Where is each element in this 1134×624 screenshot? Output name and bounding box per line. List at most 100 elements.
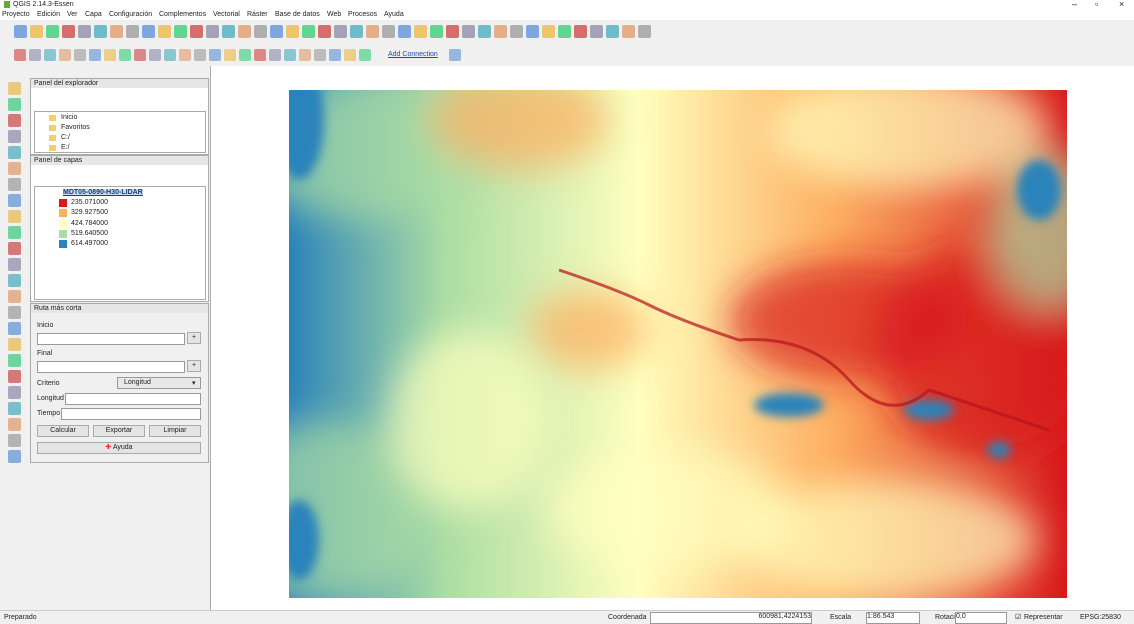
- tool-icon[interactable]: [209, 49, 221, 61]
- tool-icon[interactable]: [606, 25, 619, 38]
- tool-icon[interactable]: [8, 98, 21, 111]
- tool-icon[interactable]: [299, 49, 311, 61]
- button[interactable]: Limpiar: [149, 425, 201, 437]
- restore[interactable]: ▫: [1095, 0, 1099, 9]
- tool-icon[interactable]: [29, 49, 41, 61]
- tool-icon[interactable]: [224, 49, 236, 61]
- tool-icon[interactable]: [8, 194, 21, 207]
- tool-icon[interactable]: [8, 450, 21, 463]
- tool-icon[interactable]: [142, 25, 155, 38]
- tool-icon[interactable]: [126, 25, 139, 38]
- tool-icon[interactable]: [94, 25, 107, 38]
- tool-icon[interactable]: [8, 338, 21, 351]
- menu-item[interactable]: Complementos: [159, 11, 207, 18]
- tree-item[interactable]: Favoritos: [61, 124, 90, 131]
- scale[interactable]: 1:86.543: [866, 612, 920, 624]
- tool-icon[interactable]: [222, 25, 235, 38]
- tool-icon[interactable]: [8, 418, 21, 431]
- tree-item[interactable]: Inicio: [61, 114, 78, 121]
- map-canvas[interactable]: [210, 66, 1134, 610]
- tool-icon[interactable]: [8, 274, 21, 287]
- tool-icon[interactable]: [8, 386, 21, 399]
- tool-icon[interactable]: [119, 49, 131, 61]
- tool-icon[interactable]: [8, 370, 21, 383]
- tree-item[interactable]: E:/: [61, 144, 70, 151]
- tool-icon[interactable]: [302, 25, 315, 38]
- end-input[interactable]: [37, 361, 185, 373]
- tool-icon[interactable]: [254, 25, 267, 38]
- tool-icon[interactable]: [359, 49, 371, 61]
- tool-icon[interactable]: [269, 49, 281, 61]
- crs[interactable]: EPSG:25830: [1080, 614, 1121, 621]
- pick-end[interactable]: +: [187, 360, 201, 372]
- rotation[interactable]: 0,0: [955, 612, 1007, 624]
- menu-item[interactable]: Ayuda: [384, 11, 404, 18]
- tool-icon[interactable]: [344, 49, 356, 61]
- menu-item[interactable]: Web: [327, 11, 342, 18]
- checkbox[interactable]: ☑: [1015, 614, 1022, 621]
- layer-name[interactable]: MDT05-0890-H30-LIDAR: [63, 189, 143, 196]
- menu-item[interactable]: Vectorial: [213, 11, 240, 18]
- tool-icon[interactable]: [158, 25, 171, 38]
- menu-item[interactable]: Edición: [37, 11, 60, 18]
- tool-icon[interactable]: [462, 25, 475, 38]
- tool-icon[interactable]: [8, 82, 21, 95]
- tool-icon[interactable]: [446, 25, 459, 38]
- tool-icon[interactable]: [46, 25, 59, 38]
- tool-icon[interactable]: [574, 25, 587, 38]
- tool-icon[interactable]: [30, 25, 43, 38]
- tool-icon[interactable]: [78, 25, 91, 38]
- tool-icon[interactable]: [558, 25, 571, 38]
- menu-item[interactable]: Ver: [67, 11, 78, 18]
- tool-icon[interactable]: [206, 25, 219, 38]
- tool-icon[interactable]: [270, 25, 283, 38]
- tool-icon[interactable]: [44, 49, 56, 61]
- tool-icon[interactable]: [8, 354, 21, 367]
- tool-icon[interactable]: [430, 25, 443, 38]
- tool-icon[interactable]: [526, 25, 539, 38]
- tool-icon[interactable]: [74, 49, 86, 61]
- tool-icon[interactable]: [8, 178, 21, 191]
- help-button[interactable]: ✚ Ayuda: [37, 442, 201, 454]
- tool-icon[interactable]: [14, 49, 26, 61]
- tool-icon[interactable]: [104, 49, 116, 61]
- tool-icon[interactable]: [8, 258, 21, 271]
- tool-icon[interactable]: [238, 25, 251, 38]
- button[interactable]: Exportar: [93, 425, 145, 437]
- tool-icon[interactable]: [62, 25, 75, 38]
- tree-item[interactable]: C:/: [61, 134, 70, 141]
- add-connection[interactable]: Add Connection: [388, 51, 438, 58]
- tool-icon[interactable]: [494, 25, 507, 38]
- tool-icon[interactable]: [8, 210, 21, 223]
- menu-item[interactable]: Procesos: [348, 11, 378, 18]
- tool-icon[interactable]: [590, 25, 603, 38]
- tool-icon[interactable]: [239, 49, 251, 61]
- tool-icon[interactable]: [638, 25, 651, 38]
- tool-icon[interactable]: [314, 49, 326, 61]
- tool-icon[interactable]: [398, 25, 411, 38]
- menu-item[interactable]: Base de datos: [275, 11, 320, 18]
- tool-icon[interactable]: [149, 49, 161, 61]
- tool-icon[interactable]: [414, 25, 427, 38]
- tool-icon[interactable]: [14, 25, 27, 38]
- tool-icon[interactable]: [542, 25, 555, 38]
- menu-item[interactable]: Capa: [85, 11, 102, 18]
- tool-icon[interactable]: [329, 49, 341, 61]
- tool-icon[interactable]: [8, 434, 21, 447]
- tool-icon[interactable]: [134, 49, 146, 61]
- tool-icon[interactable]: [110, 25, 123, 38]
- tool-icon[interactable]: [8, 242, 21, 255]
- tool-icon[interactable]: [8, 306, 21, 319]
- close[interactable]: ×: [1119, 0, 1125, 9]
- button[interactable]: Calcular: [37, 425, 89, 437]
- tool-icon[interactable]: [8, 322, 21, 335]
- tool-icon[interactable]: [622, 25, 635, 38]
- pick-start[interactable]: +: [187, 332, 201, 344]
- tool-icon[interactable]: [89, 49, 101, 61]
- minimize[interactable]: –: [1072, 0, 1078, 9]
- tool-icon[interactable]: [478, 25, 491, 38]
- tool-icon[interactable]: [286, 25, 299, 38]
- tool-icon[interactable]: [59, 49, 71, 61]
- tool-icon[interactable]: [8, 226, 21, 239]
- criterion-select[interactable]: Longitud ▾: [117, 377, 201, 389]
